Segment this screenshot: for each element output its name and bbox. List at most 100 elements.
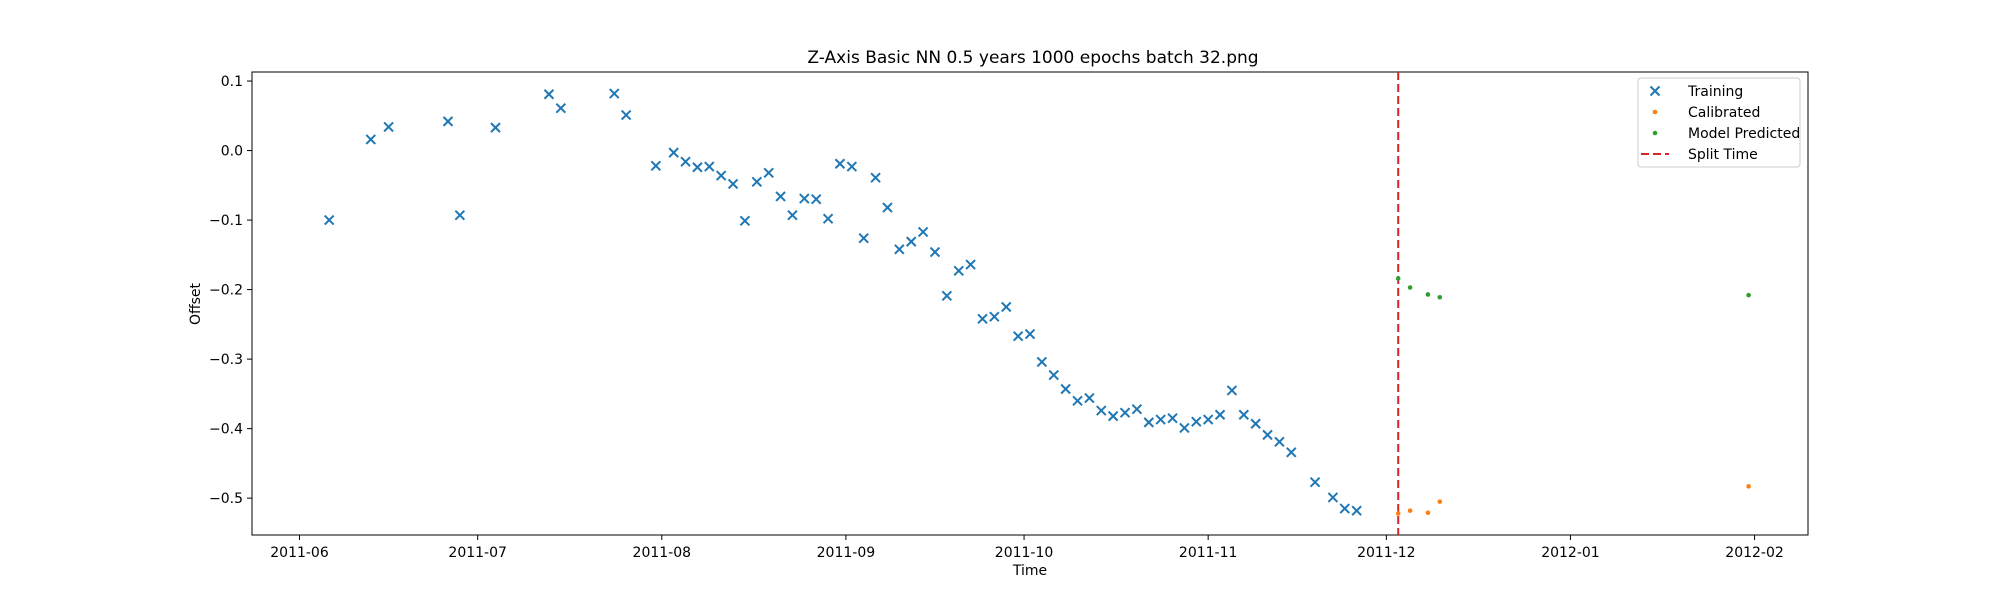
training-point-stroke [1262, 429, 1273, 441]
training-point-stroke [442, 116, 454, 127]
training-point-stroke [906, 236, 917, 247]
training-point [1262, 429, 1273, 441]
training-point [929, 246, 941, 258]
x-tick-label: 2011-09 [817, 545, 876, 561]
training-point-stroke [323, 214, 335, 226]
calibrated-point [1746, 484, 1751, 489]
training-point [989, 311, 1000, 322]
y-tick-label: 0.1 [221, 74, 243, 90]
training-point [1167, 413, 1178, 424]
training-point-stroke [715, 170, 727, 181]
training-point [454, 210, 466, 221]
x-tick-label: 2011-10 [995, 545, 1054, 561]
training-point [799, 193, 810, 204]
training-point [834, 158, 846, 169]
training-point [704, 161, 715, 172]
training-point-stroke [1202, 414, 1214, 425]
training-point [1286, 447, 1297, 458]
training-point-stroke [882, 202, 893, 213]
training-point-stroke [1339, 503, 1350, 514]
training-point-stroke [1119, 407, 1131, 418]
predicted-point [1425, 292, 1431, 297]
training-point-stroke [1250, 418, 1261, 429]
predicted-point [1437, 294, 1443, 300]
training-point-stroke [775, 191, 786, 202]
training-point [763, 167, 774, 179]
training-point [715, 170, 727, 181]
training-point [1060, 383, 1071, 395]
training-point-stroke [799, 193, 810, 204]
calibrated-point [1407, 508, 1413, 513]
x-tick-label: 2012-02 [1725, 545, 1784, 561]
training-point-stroke [1084, 392, 1095, 404]
training-point [1327, 492, 1339, 503]
training-point [555, 102, 567, 114]
training-point [680, 156, 691, 167]
training-point [1274, 436, 1285, 448]
training-point-stroke [822, 213, 834, 224]
training-point-stroke [454, 210, 466, 221]
training-point-stroke [1226, 385, 1238, 396]
training-point-stroke [1001, 301, 1012, 313]
training-point-stroke [490, 122, 501, 133]
training-point [543, 89, 555, 100]
training-point [692, 162, 703, 173]
x-tick-label: 2012-01 [1541, 545, 1600, 561]
calibrated-point [1437, 499, 1443, 504]
training-point [894, 244, 905, 255]
training-point-stroke [543, 89, 555, 100]
training-point-stroke [787, 210, 798, 221]
training-point [1131, 403, 1143, 415]
training-point [917, 226, 929, 238]
training-point [1191, 416, 1202, 427]
calibrated-point [1425, 510, 1431, 516]
predicted-point [1395, 276, 1401, 281]
training-point-stroke [989, 311, 1000, 322]
training-point-stroke [1155, 414, 1166, 425]
plot-area-frame [251, 71, 1809, 536]
training-point [965, 259, 976, 270]
training-point-stroke [751, 176, 763, 188]
training-point [1226, 385, 1238, 396]
predicted-point [1746, 292, 1751, 298]
training-point-stroke [1309, 476, 1321, 488]
training-point [751, 176, 763, 188]
training-point [941, 290, 953, 302]
training-point-stroke [858, 232, 869, 244]
training-point [1096, 405, 1107, 416]
training-point [442, 116, 454, 127]
training-point [858, 232, 869, 244]
x-tick-label: 2011-11 [1179, 545, 1238, 561]
training-point [609, 88, 620, 99]
training-point-stroke [609, 88, 620, 99]
training-point-stroke [965, 259, 976, 270]
training-point-stroke [650, 160, 662, 172]
training-point [1107, 410, 1119, 422]
training-point-stroke [555, 102, 567, 114]
training-point [727, 178, 739, 190]
training-point-stroke [1107, 410, 1119, 422]
training-point-stroke [977, 313, 988, 325]
legend-marker-model-predicted [1652, 130, 1658, 136]
x-tick-label: 2011-06 [270, 545, 329, 561]
training-point-stroke [365, 134, 376, 145]
training-point-stroke [692, 162, 703, 173]
training-point-stroke [846, 161, 858, 172]
data-series [323, 88, 1751, 516]
legend-label-model-predicted: Model Predicted [1688, 126, 1800, 142]
training-point [383, 121, 394, 133]
training-point-stroke [1351, 505, 1362, 516]
training-point [1072, 395, 1083, 407]
training-point-stroke [1012, 330, 1024, 342]
training-point [787, 210, 798, 221]
training-point [1084, 392, 1095, 404]
training-point [775, 191, 786, 202]
training-point-stroke [1274, 436, 1285, 448]
predicted-point [1407, 285, 1413, 290]
y-tick-label: −0.3 [209, 352, 243, 368]
calibrated-point [1395, 511, 1401, 516]
training-point [1012, 330, 1024, 342]
training-point [870, 172, 881, 183]
training-point [490, 122, 501, 133]
